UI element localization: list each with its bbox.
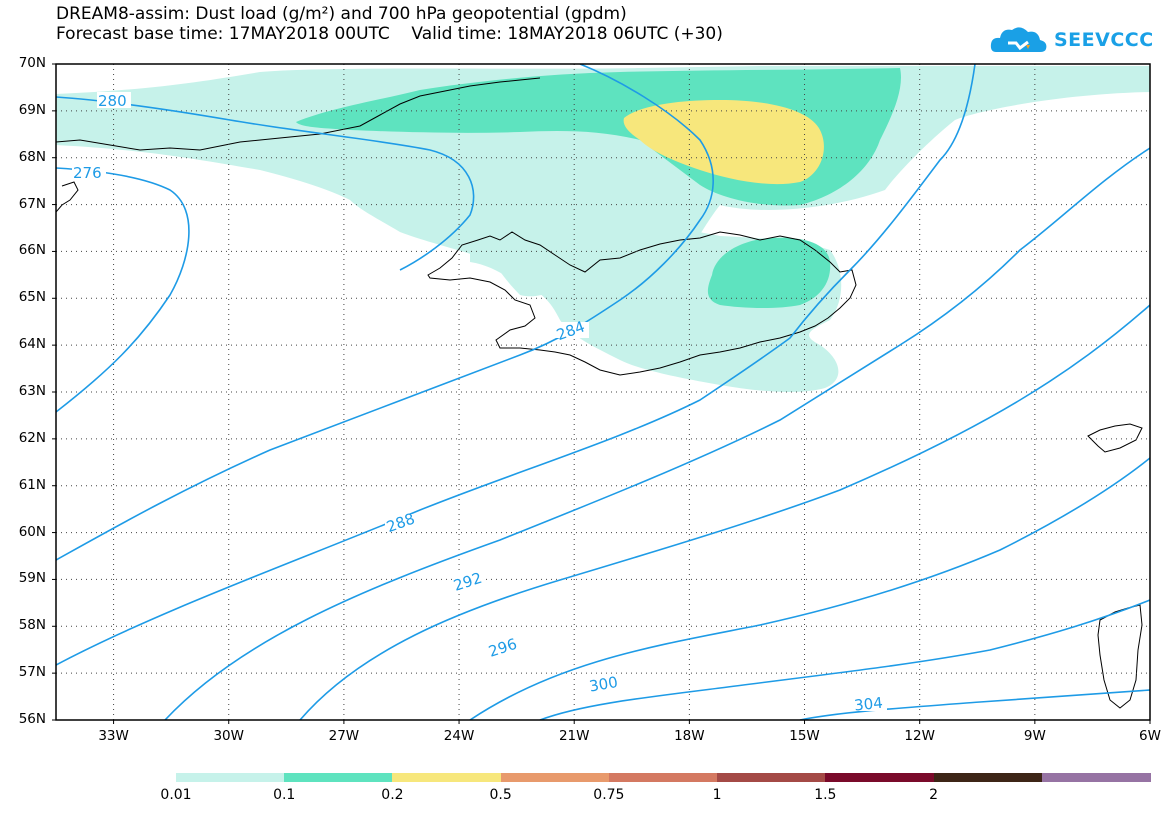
colorbar-segment: [933, 773, 1043, 782]
axis-ticks: [52, 63, 1151, 724]
contour-label-288: 288: [384, 509, 417, 536]
lat-label: 60N: [18, 523, 46, 540]
contour-labels: 280 276 284 288 292 296 300 304: [72, 92, 887, 715]
lat-label: 61N: [18, 476, 46, 493]
contour-304: [799, 689, 1150, 720]
lon-label: 12W: [904, 728, 935, 744]
contour-label-284: 284: [554, 317, 587, 344]
lat-label: 67N: [18, 195, 46, 212]
lat-label: 66N: [18, 242, 46, 259]
lat-label: 59N: [18, 570, 46, 587]
lat-label: 58N: [18, 617, 46, 634]
lat-label: 56N: [18, 711, 46, 727]
colorbar-segment: [608, 773, 718, 782]
colorbar-segment: [176, 773, 285, 782]
lat-label: 63N: [18, 383, 46, 399]
contour-292: [299, 304, 1150, 720]
lat-label: 62N: [18, 429, 46, 446]
colorbar-label: 1.5: [814, 787, 837, 803]
chart-title-line1: DREAM8-assim: Dust load (g/m²) and 700 h…: [56, 4, 627, 24]
lon-label: 33W: [98, 728, 129, 744]
lat-label: 68N: [18, 148, 46, 165]
colorbar-segment: [284, 773, 394, 782]
lon-label: 6W: [1139, 728, 1161, 744]
chart-title-line2: Forecast base time: 17MAY2018 00UTC Vali…: [56, 24, 723, 44]
cloud-icon: [990, 27, 1047, 52]
contour-280: [56, 96, 475, 271]
contour-288: [164, 147, 1150, 720]
contour-label-280: 280: [98, 92, 127, 110]
lon-label: 9W: [1023, 728, 1046, 744]
dust-area-high: [623, 100, 824, 185]
lat-label: 69N: [18, 101, 46, 118]
lon-label: 15W: [789, 728, 820, 744]
lat-label: 70N: [18, 55, 46, 71]
colorbar-label: 0.5: [489, 787, 512, 803]
lon-label: 18W: [674, 728, 705, 744]
colorbar-label: 2: [929, 787, 938, 803]
contour-300: [539, 599, 1150, 720]
contour-284-b: [56, 64, 976, 666]
geopotential-contours: [56, 64, 1150, 720]
contour-276: [56, 167, 190, 413]
seevccc-logo: [990, 27, 1047, 52]
contour-label-304: 304: [853, 694, 883, 715]
lon-label: 21W: [558, 728, 590, 744]
colorbar-label: 0.2: [381, 787, 404, 803]
colorbar-segment: [500, 773, 610, 782]
contour-296: [469, 457, 1150, 720]
lat-label: 65N: [18, 289, 46, 306]
logo-text: SEEVCCC: [1054, 29, 1154, 51]
colorbar-segment: [825, 773, 935, 782]
lon-label: 24W: [443, 728, 475, 744]
lat-label: 57N: [18, 664, 46, 681]
dust-area-medium-iceland: [707, 237, 831, 309]
contour-label-300: 300: [588, 673, 619, 696]
colorbar-segment: [1041, 773, 1151, 782]
colorbar-label: 1: [712, 787, 722, 803]
contour-label-276: 276: [73, 164, 102, 182]
colorbar-label: 0.01: [160, 787, 192, 803]
lon-label: 30W: [213, 728, 244, 744]
colorbar-segment: [392, 773, 502, 782]
lat-label: 64N: [18, 336, 46, 353]
lon-label: 27W: [328, 728, 360, 744]
colorbar-label: 0.1: [273, 787, 296, 803]
colorbar-segment: [717, 773, 827, 782]
colorbar-label: 0.75: [593, 787, 625, 803]
